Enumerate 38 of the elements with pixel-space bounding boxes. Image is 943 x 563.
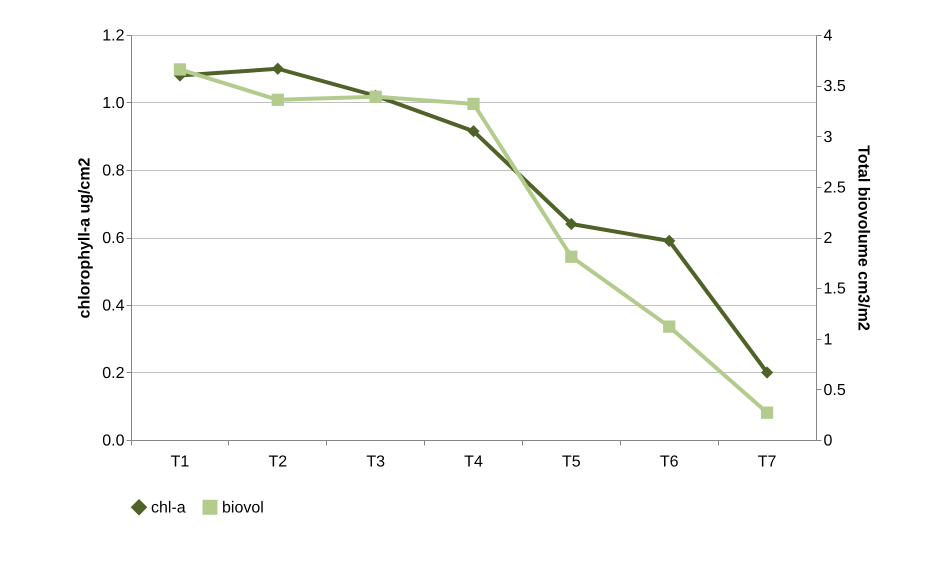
- point: [663, 320, 676, 333]
- y2-tick-label: 4: [824, 28, 832, 44]
- y-tick-label: 0.8: [102, 162, 125, 180]
- y-tick-label: 0.0: [102, 432, 125, 450]
- y-tick-label: 0.4: [102, 298, 125, 314]
- point: [565, 250, 578, 263]
- point: [272, 94, 284, 106]
- x-tick-label: T6: [660, 454, 679, 470]
- y2-tick-label: 2.5: [824, 179, 846, 196]
- y2-tick-label: 2: [824, 230, 832, 247]
- point: [467, 125, 480, 138]
- x-tick-label: T3: [366, 454, 386, 470]
- point: [760, 366, 774, 379]
- y2-tick-label: 0.5: [824, 382, 846, 399]
- y-tick-label: 1.2: [102, 28, 125, 44]
- y2-tick-label: 1.5: [824, 280, 846, 298]
- x-tick-label: T1: [170, 454, 190, 470]
- point: [760, 406, 774, 419]
- point: [467, 98, 480, 110]
- y-tick-label: 0.6: [102, 230, 125, 247]
- x-tick-label: T7: [758, 454, 777, 470]
- legend-label: chl-a: [151, 499, 186, 516]
- legend-label: biovol: [222, 499, 264, 516]
- y2-tick-label: 1: [824, 331, 832, 348]
- x-tick-label: T2: [268, 454, 288, 470]
- y2-axis-title: Total biovolume cm3/m2: [854, 145, 872, 331]
- y2-tick-label: 0: [824, 432, 832, 450]
- x-tick-label: T4: [464, 454, 483, 470]
- x-tick-label: T5: [562, 454, 581, 470]
- y-tick-label: 1.0: [102, 95, 125, 112]
- y-tick-label: 0.2: [102, 365, 125, 382]
- y2-tick-label: 3.5: [824, 78, 846, 96]
- point: [663, 234, 676, 247]
- point: [174, 63, 186, 76]
- point: [272, 62, 284, 75]
- y2-tick-label: 3: [824, 128, 832, 146]
- y-axis-title: chlorophyll-a ug/cm2: [76, 157, 94, 318]
- point: [565, 218, 578, 230]
